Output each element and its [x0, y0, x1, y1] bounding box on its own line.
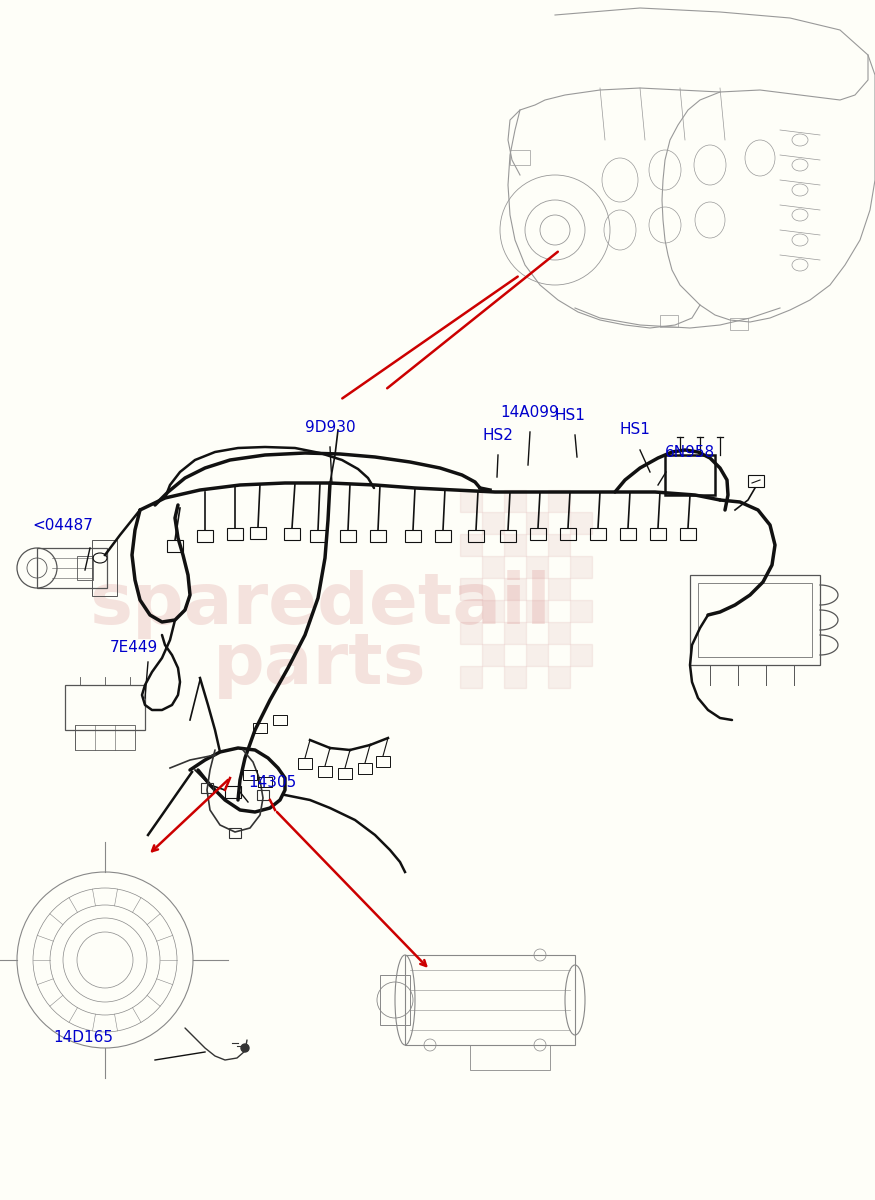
Bar	[748, 475, 764, 487]
Text: HS2: HS2	[483, 428, 514, 443]
Bar	[690, 575, 820, 665]
Circle shape	[241, 1044, 249, 1052]
Bar	[482, 644, 504, 666]
Bar	[370, 530, 386, 542]
Bar	[65, 685, 145, 730]
Bar	[250, 527, 266, 539]
Bar	[405, 530, 421, 542]
Bar	[482, 600, 504, 622]
Bar	[570, 512, 592, 534]
Bar	[340, 530, 356, 542]
Bar	[435, 530, 451, 542]
Bar	[405, 955, 575, 1045]
Bar	[660, 314, 678, 326]
Bar	[284, 528, 300, 540]
Bar	[730, 318, 748, 330]
Bar	[526, 512, 548, 534]
Bar	[548, 666, 570, 688]
Bar	[227, 528, 243, 540]
Bar	[358, 763, 372, 774]
Bar	[243, 770, 257, 780]
Bar	[460, 666, 482, 688]
Bar	[460, 534, 482, 556]
Bar	[298, 758, 312, 769]
Text: 9D930: 9D930	[304, 420, 355, 434]
Text: 14A099: 14A099	[500, 404, 559, 420]
Bar	[665, 455, 715, 494]
Text: 14D165: 14D165	[53, 1030, 113, 1045]
Text: HS1: HS1	[555, 408, 585, 422]
Bar	[504, 534, 526, 556]
Bar	[504, 666, 526, 688]
Bar	[201, 782, 213, 793]
Text: <04487: <04487	[32, 518, 93, 533]
Bar	[376, 756, 390, 767]
Bar	[620, 528, 636, 540]
Bar	[482, 556, 504, 578]
Bar	[570, 556, 592, 578]
Bar	[380, 974, 410, 1025]
Text: 14305: 14305	[248, 775, 297, 790]
Bar	[526, 556, 548, 578]
Bar	[680, 528, 696, 540]
Bar	[526, 644, 548, 666]
Bar	[225, 786, 241, 798]
Bar	[470, 1045, 550, 1070]
Bar	[77, 556, 93, 580]
Text: sparedetail: sparedetail	[89, 570, 551, 638]
Bar	[504, 490, 526, 512]
Bar	[257, 790, 269, 800]
Bar	[530, 528, 546, 540]
Bar	[548, 622, 570, 644]
Bar	[229, 828, 241, 838]
Text: 7E449: 7E449	[110, 640, 158, 655]
Bar	[570, 600, 592, 622]
Bar	[526, 600, 548, 622]
Bar	[318, 766, 332, 778]
Bar	[37, 548, 107, 588]
Bar	[510, 150, 530, 164]
Bar	[273, 715, 287, 725]
Bar	[570, 644, 592, 666]
Bar	[460, 490, 482, 512]
Bar	[338, 768, 352, 779]
Bar	[548, 534, 570, 556]
Text: 6N958: 6N958	[665, 445, 715, 460]
Bar	[698, 583, 812, 658]
Bar	[650, 528, 666, 540]
Bar	[504, 622, 526, 644]
Bar	[460, 578, 482, 600]
Bar	[482, 512, 504, 534]
Bar	[548, 490, 570, 512]
Bar	[468, 530, 484, 542]
Bar	[560, 528, 576, 540]
Bar	[548, 578, 570, 600]
Bar	[504, 578, 526, 600]
Bar	[500, 530, 516, 542]
Bar	[460, 622, 482, 644]
Bar	[253, 722, 267, 733]
Bar	[167, 540, 183, 552]
Bar	[310, 530, 326, 542]
Bar	[590, 528, 606, 540]
Bar	[197, 530, 213, 542]
Text: HS1: HS1	[620, 422, 650, 437]
Bar	[92, 540, 117, 596]
Bar	[258, 778, 272, 787]
Bar	[75, 725, 135, 750]
Text: parts: parts	[214, 630, 427, 698]
